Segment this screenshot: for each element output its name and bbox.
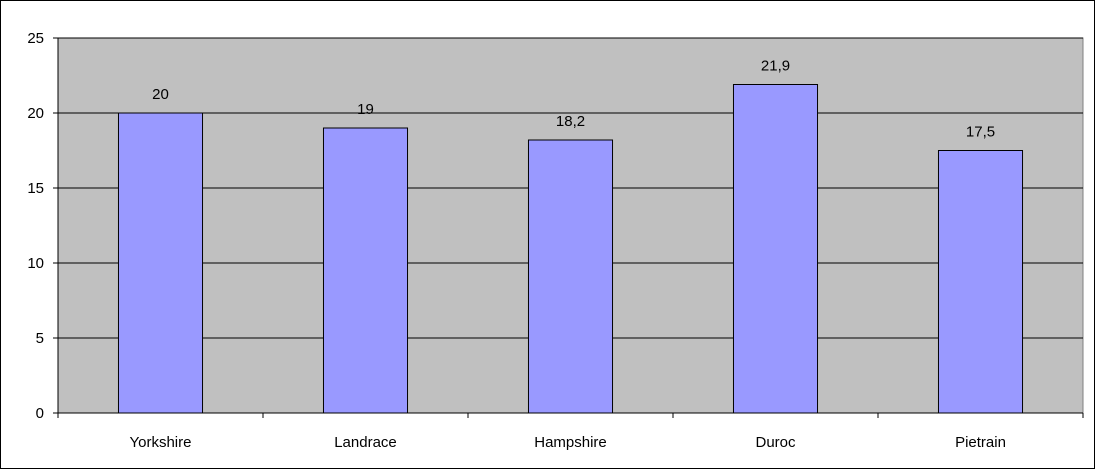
data-label-hampshire: 18,2 bbox=[556, 113, 585, 130]
x-tick-label-landrace: Landrace bbox=[334, 434, 397, 451]
x-tick-label-hampshire: Hampshire bbox=[534, 434, 607, 451]
x-axis-ticks: Yorkshire Landrace Hampshire Duroc Pietrain bbox=[57, 413, 1084, 451]
x-tick-label-duroc: Duroc bbox=[755, 434, 796, 451]
data-label-landrace: 19 bbox=[357, 101, 374, 118]
bar-yorkshire bbox=[117, 112, 204, 414]
data-label-duroc: 21,9 bbox=[761, 58, 790, 75]
y-tick-label: 20 bbox=[27, 105, 44, 122]
data-label-pietrain: 17,5 bbox=[966, 124, 995, 141]
bar-pietrain bbox=[937, 150, 1024, 414]
axes bbox=[57, 38, 1083, 414]
bar-landrace bbox=[322, 127, 409, 414]
data-labels: 20 19 18,2 21,9 17,5 bbox=[152, 58, 995, 141]
data-label-yorkshire: 20 bbox=[152, 86, 169, 103]
bars bbox=[117, 84, 1024, 414]
y-tick-label: 0 bbox=[36, 405, 44, 422]
bar-hampshire bbox=[527, 139, 614, 414]
bar-duroc bbox=[732, 84, 819, 414]
x-tick-label-pietrain: Pietrain bbox=[955, 434, 1006, 451]
x-tick-label-yorkshire: Yorkshire bbox=[130, 434, 192, 451]
y-axis-ticks: 0 5 10 15 20 25 bbox=[27, 30, 58, 422]
y-tick-label: 25 bbox=[27, 30, 44, 47]
y-tick-label: 5 bbox=[36, 330, 44, 347]
y-tick-label: 15 bbox=[27, 180, 44, 197]
y-tick-label: 10 bbox=[27, 255, 44, 272]
